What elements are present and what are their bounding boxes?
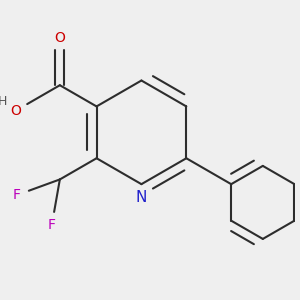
Text: H: H <box>0 95 8 108</box>
Text: F: F <box>48 218 56 232</box>
Text: F: F <box>13 188 20 202</box>
Text: O: O <box>10 104 21 118</box>
Text: O: O <box>54 31 65 44</box>
Text: N: N <box>136 190 147 205</box>
